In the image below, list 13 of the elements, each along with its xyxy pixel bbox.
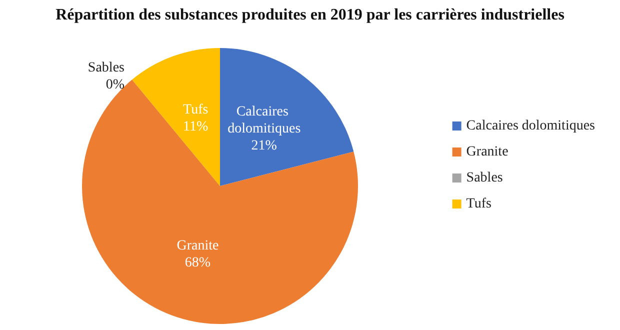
chart-title: Répartition des substances produites en 2019 par les carrières industrielles bbox=[56, 6, 564, 24]
slice-label: Tufs bbox=[183, 102, 208, 118]
legend-label: Calcaires dolomitiques bbox=[466, 118, 596, 134]
legend-label: Tufs bbox=[466, 196, 492, 212]
text: 0% bbox=[106, 78, 124, 93]
slice-label: Calcaires dolomitiques bbox=[228, 104, 301, 137]
legend-label: Granite bbox=[466, 144, 508, 160]
data-label: 11% bbox=[183, 119, 209, 134]
category-label: Sables bbox=[88, 60, 124, 76]
data-label: 21% bbox=[251, 138, 278, 154]
data-label: 68% bbox=[184, 255, 211, 270]
slice-label: Granite bbox=[176, 238, 219, 254]
legend-label: Sables bbox=[466, 170, 503, 186]
